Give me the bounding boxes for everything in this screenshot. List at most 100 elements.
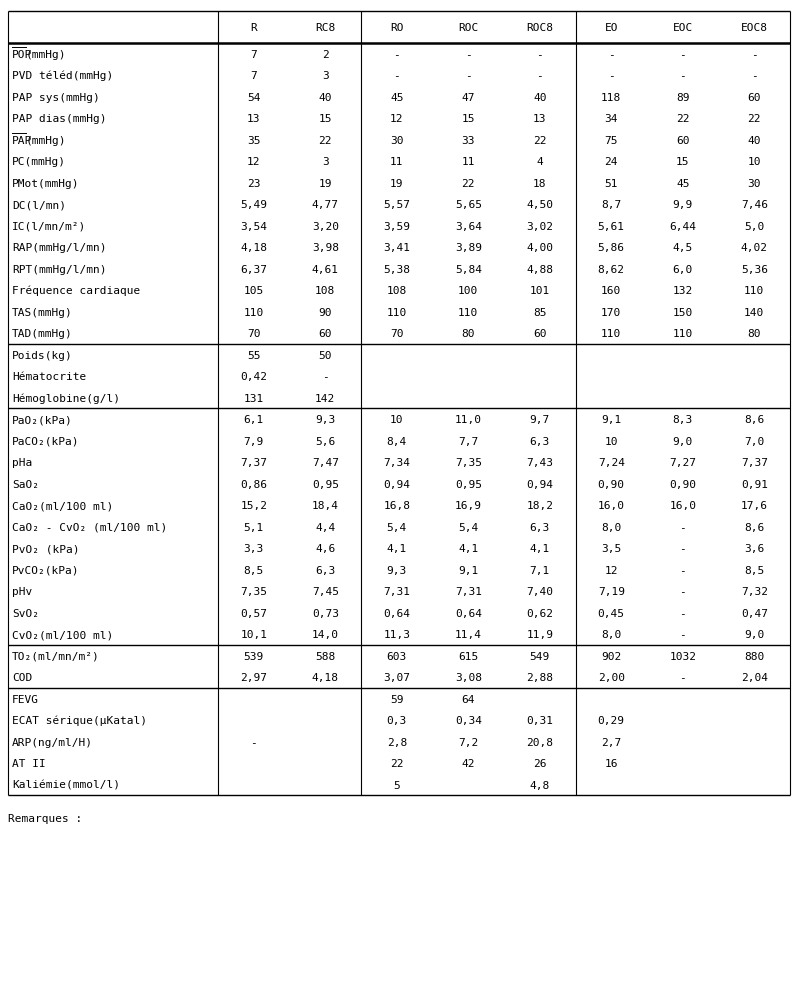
Text: 6,3: 6,3 [315, 566, 335, 576]
Text: 4,18: 4,18 [312, 673, 338, 683]
Text: 140: 140 [744, 307, 764, 317]
Text: -: - [679, 629, 686, 639]
Text: 7,27: 7,27 [670, 458, 696, 468]
Text: 60: 60 [676, 135, 689, 145]
Text: 12: 12 [247, 157, 260, 167]
Text: -: - [465, 72, 472, 82]
Text: 9,9: 9,9 [673, 200, 693, 210]
Text: 3,02: 3,02 [526, 222, 553, 232]
Text: 8,7: 8,7 [601, 200, 622, 210]
Text: 5,36: 5,36 [741, 264, 768, 274]
Text: 22: 22 [676, 114, 689, 124]
Text: 0,42: 0,42 [240, 372, 267, 382]
Text: 0,90: 0,90 [598, 479, 625, 489]
Text: 3,6: 3,6 [744, 544, 764, 554]
Text: 16: 16 [605, 758, 618, 768]
Text: PMot(mmHg): PMot(mmHg) [12, 179, 80, 189]
Text: 9,1: 9,1 [601, 414, 622, 424]
Text: 0,64: 0,64 [383, 608, 410, 618]
Text: 6,37: 6,37 [240, 264, 267, 274]
Text: 0,73: 0,73 [312, 608, 338, 618]
Text: 11: 11 [461, 157, 475, 167]
Text: 51: 51 [605, 179, 618, 189]
Text: 47: 47 [461, 92, 475, 102]
Text: PaCO₂(kPa): PaCO₂(kPa) [12, 436, 80, 446]
Text: 880: 880 [744, 651, 764, 661]
Text: -: - [679, 72, 686, 82]
Text: 8,6: 8,6 [744, 414, 764, 424]
Text: PvO₂ (kPa): PvO₂ (kPa) [12, 544, 80, 554]
Text: 13: 13 [247, 114, 260, 124]
Text: FEVG: FEVG [12, 694, 39, 704]
Text: (mmHg): (mmHg) [26, 50, 66, 60]
Text: 588: 588 [315, 651, 335, 661]
Text: 0,45: 0,45 [598, 608, 625, 618]
Text: 2: 2 [322, 50, 329, 60]
Text: 110: 110 [386, 307, 407, 317]
Text: 150: 150 [673, 307, 693, 317]
Text: 13: 13 [533, 114, 547, 124]
Text: Kaliémie(mmol/l): Kaliémie(mmol/l) [12, 780, 120, 790]
Text: 42: 42 [461, 758, 475, 768]
Text: PAP dias(mmHg): PAP dias(mmHg) [12, 114, 106, 124]
Text: EOC: EOC [673, 23, 693, 33]
Text: Remarques :: Remarques : [8, 814, 82, 824]
Text: 3: 3 [322, 72, 329, 82]
Text: -: - [679, 544, 686, 554]
Text: 0,31: 0,31 [526, 716, 553, 726]
Text: 4,5: 4,5 [673, 243, 693, 253]
Text: 18,4: 18,4 [312, 501, 338, 511]
Text: 15,2: 15,2 [240, 501, 267, 511]
Text: 3,54: 3,54 [240, 222, 267, 232]
Text: 110: 110 [458, 307, 478, 317]
Text: 6,0: 6,0 [673, 264, 693, 274]
Text: 80: 80 [461, 329, 475, 339]
Text: CaO₂(ml/100 ml): CaO₂(ml/100 ml) [12, 501, 113, 511]
Text: -: - [679, 522, 686, 532]
Text: Fréquence cardiaque: Fréquence cardiaque [12, 285, 140, 296]
Text: 12: 12 [605, 566, 618, 576]
Text: 22: 22 [461, 179, 475, 189]
Text: 7,45: 7,45 [312, 586, 338, 596]
Text: 10: 10 [605, 436, 618, 446]
Text: -: - [751, 50, 757, 60]
Text: 7,9: 7,9 [243, 436, 264, 446]
Text: 3: 3 [322, 157, 329, 167]
Text: 8,4: 8,4 [386, 436, 407, 446]
Text: 50: 50 [318, 351, 332, 361]
Text: 170: 170 [601, 307, 622, 317]
Text: pHa: pHa [12, 458, 32, 468]
Text: 19: 19 [318, 179, 332, 189]
Text: 8,0: 8,0 [601, 629, 622, 639]
Text: 0,29: 0,29 [598, 716, 625, 726]
Text: 7,37: 7,37 [741, 458, 768, 468]
Text: RAP(mmHg/l/mn): RAP(mmHg/l/mn) [12, 243, 106, 253]
Text: DC(l/mn): DC(l/mn) [12, 200, 66, 210]
Text: 9,1: 9,1 [458, 566, 478, 576]
Text: 4,1: 4,1 [530, 544, 550, 554]
Text: 5,57: 5,57 [383, 200, 410, 210]
Text: 4,88: 4,88 [526, 264, 553, 274]
Text: 9,7: 9,7 [530, 414, 550, 424]
Text: 40: 40 [748, 135, 761, 145]
Text: 0,95: 0,95 [312, 479, 338, 489]
Text: 15: 15 [318, 114, 332, 124]
Text: 7: 7 [251, 50, 257, 60]
Text: AT II: AT II [12, 758, 45, 768]
Text: TAS(mmHg): TAS(mmHg) [12, 307, 73, 317]
Text: 108: 108 [386, 286, 407, 296]
Text: Poids(kg): Poids(kg) [12, 351, 73, 361]
Text: 10: 10 [748, 157, 761, 167]
Text: 60: 60 [748, 92, 761, 102]
Text: 118: 118 [601, 92, 622, 102]
Text: ARP(ng/ml/H): ARP(ng/ml/H) [12, 737, 93, 747]
Text: 7,0: 7,0 [744, 436, 764, 446]
Text: -: - [679, 566, 686, 576]
Text: 0,86: 0,86 [240, 479, 267, 489]
Text: 10,1: 10,1 [240, 629, 267, 639]
Text: 5,84: 5,84 [455, 264, 482, 274]
Text: 3,07: 3,07 [383, 673, 410, 683]
Text: 16,8: 16,8 [383, 501, 410, 511]
Text: 3,89: 3,89 [455, 243, 482, 253]
Text: 20,8: 20,8 [526, 737, 553, 747]
